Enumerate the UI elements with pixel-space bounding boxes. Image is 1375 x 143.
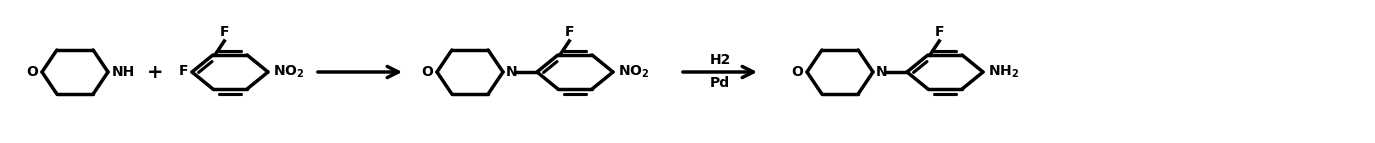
Text: F: F — [565, 25, 573, 39]
Text: N: N — [876, 65, 888, 79]
Text: $\mathregular{NO_2}$: $\mathregular{NO_2}$ — [274, 64, 304, 80]
Text: O: O — [26, 65, 38, 79]
Text: N: N — [506, 65, 517, 79]
Text: F: F — [935, 25, 945, 39]
Text: O: O — [421, 65, 433, 79]
Text: O: O — [791, 65, 803, 79]
Text: Pd: Pd — [710, 76, 730, 90]
Text: NH: NH — [111, 65, 135, 79]
Text: H2: H2 — [710, 53, 730, 67]
Text: +: + — [147, 62, 164, 82]
Text: F: F — [220, 25, 230, 39]
Text: F: F — [179, 64, 188, 78]
Text: $\mathregular{NO_2}$: $\mathregular{NO_2}$ — [617, 64, 649, 80]
Text: $\mathregular{NH_2}$: $\mathregular{NH_2}$ — [989, 64, 1019, 80]
